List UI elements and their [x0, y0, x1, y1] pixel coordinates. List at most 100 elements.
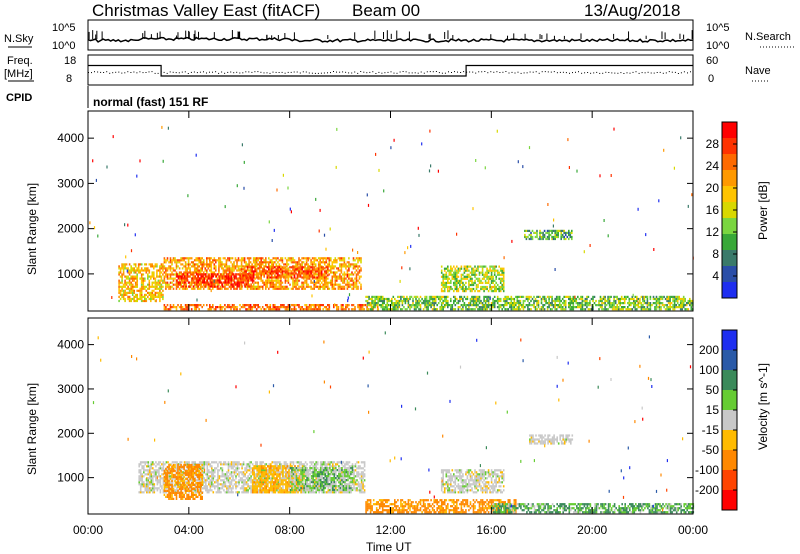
power-cell — [212, 275, 215, 278]
power-cell — [233, 277, 236, 280]
power-cell — [278, 270, 281, 273]
power-cell — [404, 297, 407, 301]
power-cell — [599, 299, 602, 303]
power-cell — [144, 267, 146, 270]
velocity-cell — [152, 491, 154, 494]
power-cell — [486, 304, 488, 307]
velocity-cell — [153, 483, 156, 486]
power-cell — [240, 283, 243, 286]
power-cell — [272, 263, 275, 266]
velocity-cell — [208, 483, 210, 486]
power-cell — [499, 269, 502, 272]
power-cell — [610, 304, 612, 307]
power-cell — [531, 237, 534, 241]
power-cell — [198, 269, 200, 272]
power-cell — [210, 267, 213, 270]
power-cell — [240, 259, 243, 262]
power-cell — [456, 279, 458, 282]
power-cell — [284, 275, 287, 278]
power-cell — [301, 261, 303, 264]
power-cell — [197, 275, 199, 278]
power-cell — [172, 257, 175, 260]
power-cell — [424, 304, 426, 307]
power-cell — [265, 304, 267, 307]
power-cell — [284, 257, 287, 260]
power-cell — [134, 275, 137, 278]
power-cell — [540, 235, 543, 239]
power-cell — [292, 268, 294, 271]
power-cell — [193, 271, 196, 274]
power-cell — [360, 308, 362, 311]
power-cell — [363, 308, 365, 311]
power-cell — [493, 283, 496, 287]
power-cell — [153, 285, 155, 288]
power-cell — [296, 283, 299, 286]
power-cell — [275, 270, 278, 273]
power-cell — [521, 295, 523, 298]
power-cell — [230, 269, 232, 272]
power-cell — [299, 265, 302, 268]
power-cell — [487, 302, 490, 305]
power-cell — [660, 295, 662, 298]
power-cell — [651, 304, 653, 307]
power-cell — [453, 271, 455, 274]
power-cell — [430, 297, 432, 301]
velocity-cell — [200, 463, 202, 466]
power-cell — [493, 295, 496, 298]
nsky-tick-low: 10^0 — [52, 40, 76, 52]
power-cell — [153, 275, 155, 278]
power-cell — [180, 304, 182, 307]
power-cell — [391, 308, 393, 311]
power-cell — [219, 287, 222, 290]
power-cell — [472, 269, 475, 272]
power-cell — [604, 297, 606, 301]
power-cell — [602, 295, 605, 298]
velocity-cell — [206, 471, 209, 474]
power-cell — [147, 273, 149, 276]
velocity-cell — [149, 467, 151, 470]
power-cell — [480, 285, 482, 289]
power-cell — [492, 279, 494, 282]
colorbar-segment — [722, 186, 737, 203]
power-cell — [365, 295, 367, 298]
power-cell — [171, 277, 173, 280]
power-cell — [346, 279, 349, 282]
power-cell — [218, 281, 221, 284]
velocity-cell — [211, 489, 213, 492]
power-cell — [287, 263, 290, 266]
velocity-cell — [141, 475, 143, 478]
power-cell — [275, 287, 278, 290]
nave-point — [520, 72, 522, 74]
power-cell — [293, 283, 296, 286]
power-cell — [375, 297, 378, 301]
power-cell — [634, 304, 637, 307]
velocity-cell — [229, 481, 231, 484]
power-cell — [481, 308, 484, 311]
power-cell — [265, 263, 267, 266]
power-cell — [640, 302, 643, 305]
power-cell — [239, 265, 241, 268]
power-cell — [175, 259, 178, 262]
power-cell — [581, 295, 584, 298]
power-cell — [118, 289, 120, 292]
power-cell — [516, 308, 519, 311]
power-cell — [496, 297, 499, 301]
power-cell — [537, 237, 540, 241]
power-cell — [336, 275, 338, 278]
power-cell — [257, 274, 259, 277]
power-cell — [225, 287, 228, 290]
power-cell — [548, 229, 550, 232]
power-cell — [468, 302, 470, 305]
power-cell — [216, 277, 219, 280]
nave-point — [363, 71, 365, 73]
power-speckle — [195, 153, 197, 157]
power-cell — [459, 279, 461, 282]
power-cell — [301, 285, 303, 288]
power-cell — [454, 281, 457, 284]
velocity-cell — [143, 475, 145, 478]
nave-point — [605, 71, 607, 73]
velocity-cell — [221, 469, 224, 472]
power-cell — [313, 285, 315, 288]
power-cell — [131, 279, 134, 282]
power-cell — [301, 268, 303, 271]
